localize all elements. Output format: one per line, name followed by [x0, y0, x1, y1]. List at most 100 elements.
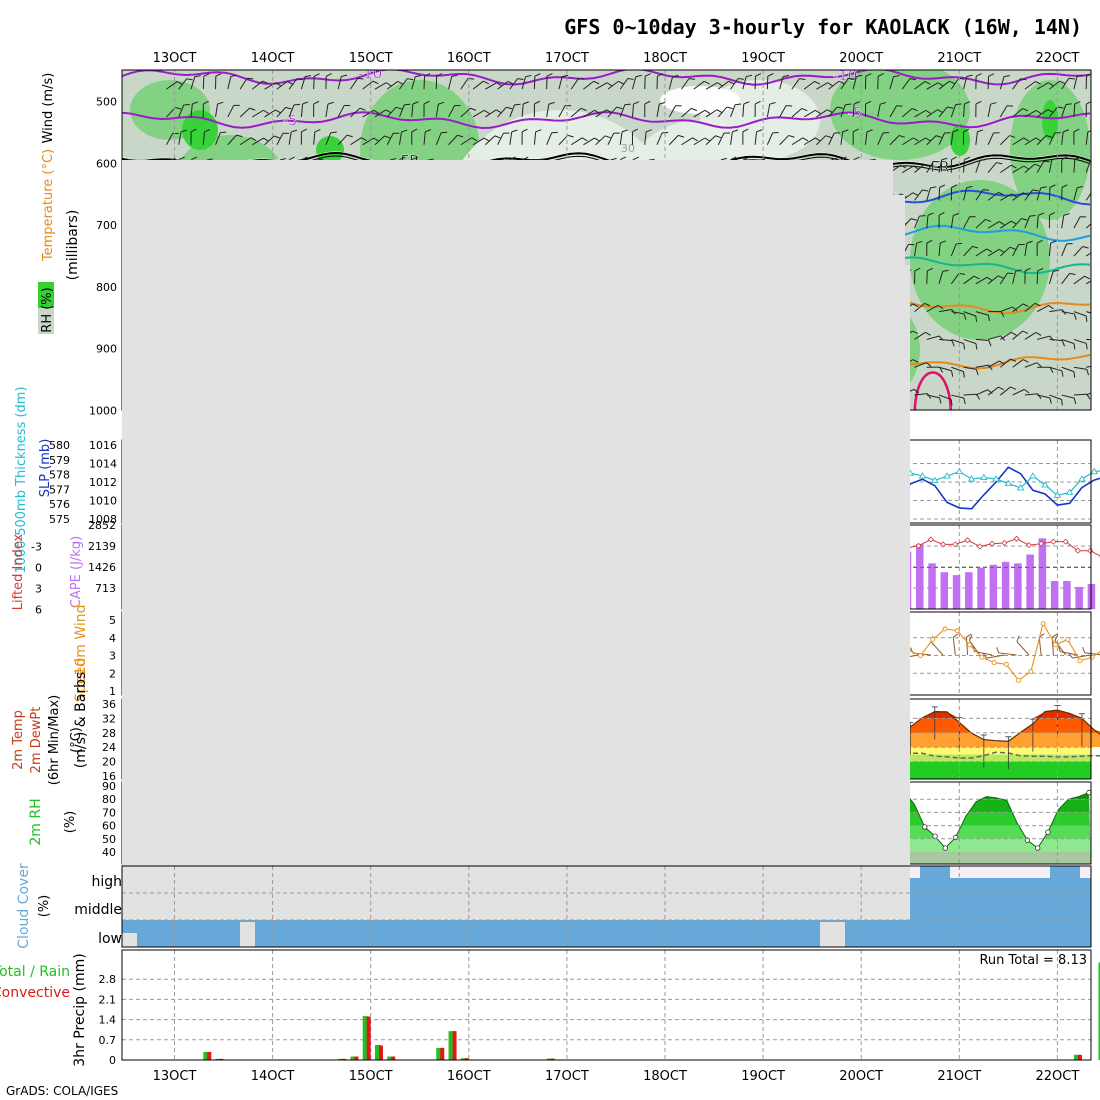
- rh-contour-region: [182, 110, 218, 150]
- cloud-high-gap: [1080, 866, 1091, 878]
- wind-barb-flag: [522, 101, 529, 105]
- lifted-index-axis-label: Lifted Index: [11, 533, 26, 610]
- wind-barb-flag: [1046, 135, 1053, 138]
- wind-barb: [950, 78, 959, 90]
- temp-contour-label: -10: [833, 67, 858, 85]
- wind-barb-flag: [1076, 185, 1084, 189]
- wind-barb: [362, 109, 375, 118]
- wind-barb-flag: [373, 137, 380, 142]
- wind-barb: [693, 80, 705, 90]
- wind-barb-flag: [966, 633, 972, 638]
- wind-barb: [1012, 388, 1025, 396]
- rh-contour-region: [910, 180, 1050, 340]
- wind-barb: [497, 106, 507, 118]
- wind-barb-flag: [293, 103, 301, 106]
- wind-barb: [350, 137, 362, 146]
- wind-barb: [754, 131, 758, 145]
- thickness-point: [955, 467, 964, 475]
- wind-barb: [300, 76, 306, 90]
- rh-legend-label: RH (%): [40, 287, 55, 332]
- wind-barb-flag: [632, 128, 639, 133]
- cape-bar: [1001, 561, 1010, 609]
- wind-barb-flag: [926, 362, 932, 367]
- wind-barb-flag: [1037, 267, 1044, 272]
- wind-barb-flag: [169, 158, 176, 161]
- wind-barb: [963, 275, 975, 285]
- wind-barb-flag: [385, 109, 392, 114]
- precip-total-bar: [203, 1051, 210, 1060]
- wind-barb: [1012, 330, 1023, 340]
- wind-barb: [938, 80, 950, 90]
- wind-barb: [717, 132, 725, 145]
- wind-barb: [288, 131, 292, 145]
- wind-barb-flag: [979, 158, 987, 161]
- wind-barb-flag: [922, 189, 929, 192]
- wind-barb: [631, 76, 637, 90]
- wind-barb-flag: [581, 137, 588, 142]
- wind-barb: [963, 338, 977, 344]
- wind-barb: [901, 137, 914, 146]
- wind-barb: [190, 103, 193, 117]
- wind-barb: [963, 393, 977, 396]
- wind-barb: [252, 80, 263, 90]
- wind-barb: [938, 106, 948, 118]
- wind-barb: [926, 109, 938, 118]
- wind-barb: [313, 76, 315, 90]
- wind-barb-flag: [1029, 215, 1036, 217]
- wind-barb-flag: [522, 156, 529, 161]
- wind-barb: [276, 133, 284, 145]
- wind-barb-flag: [627, 78, 634, 80]
- wind-barb-flag: [204, 129, 211, 133]
- wind-barb: [595, 135, 606, 146]
- cape-tick-label: 1426: [88, 561, 116, 574]
- wind-barb-flag: [836, 106, 844, 109]
- wind-barb-flag: [1073, 128, 1080, 133]
- wind-barb-flag: [1065, 103, 1072, 106]
- wind-barb-flag: [975, 73, 982, 77]
- wind-barb: [791, 78, 800, 90]
- wind-barb: [914, 163, 925, 173]
- wind-barb-flag: [521, 128, 528, 133]
- wind-barb-flag: [1036, 239, 1043, 244]
- cloud-axis-label: (%): [37, 895, 52, 918]
- wind-barb-flag: [825, 135, 832, 139]
- wind-barb: [374, 109, 387, 118]
- wind-barb: [1012, 244, 1020, 257]
- slp-axis-label: SLP (mb): [38, 439, 53, 498]
- wind-barb-flag: [534, 73, 541, 77]
- wind-barb: [325, 132, 332, 145]
- wind-barb-flag: [594, 109, 600, 114]
- thickness-axis-label: 1000-500mb Thickness (dm): [14, 386, 29, 573]
- wind-barb-flag: [909, 78, 916, 81]
- wind-barb-flag: [301, 156, 308, 161]
- wind-barb-flag: [715, 135, 722, 139]
- wind-barb-flag: [192, 101, 199, 105]
- wind-barb-flag: [982, 652, 988, 659]
- wind-barb-flag: [815, 109, 821, 115]
- wind-barb-flag: [496, 82, 502, 87]
- wind-barb: [607, 106, 617, 118]
- wind-barb: [178, 78, 188, 90]
- wind-barb: [828, 132, 835, 145]
- wind-barb: [239, 107, 250, 118]
- wind-barb: [1073, 246, 1084, 257]
- rh-extreme-point: [1045, 829, 1051, 835]
- wind-barb: [1061, 215, 1065, 229]
- wind-barb-flag: [313, 100, 320, 105]
- wind-barb: [779, 76, 784, 90]
- wind-barb: [803, 137, 816, 146]
- wind-barb-flag: [580, 107, 587, 111]
- wind-barb-flag: [996, 647, 1000, 654]
- top-date-axis: 13OCT 14OCT 15OCT 16OCT 17OCT 18OCT 19OCT 20OCT…: [153, 51, 1080, 66]
- bottom-date-label: 18OCT: [643, 1069, 687, 1084]
- wind-barb: [619, 131, 623, 145]
- wind-barb: [975, 311, 989, 316]
- wind-barb-flag: [506, 106, 513, 110]
- wind-barb: [889, 76, 895, 90]
- wind-barb-flag: [1038, 212, 1045, 216]
- wind-barb-flag: [999, 360, 1005, 365]
- wind-barb-flag: [968, 634, 973, 641]
- wind-barb: [1073, 366, 1087, 370]
- top-date-label: 18OCT: [643, 51, 687, 66]
- wind-barb-flag: [964, 156, 971, 161]
